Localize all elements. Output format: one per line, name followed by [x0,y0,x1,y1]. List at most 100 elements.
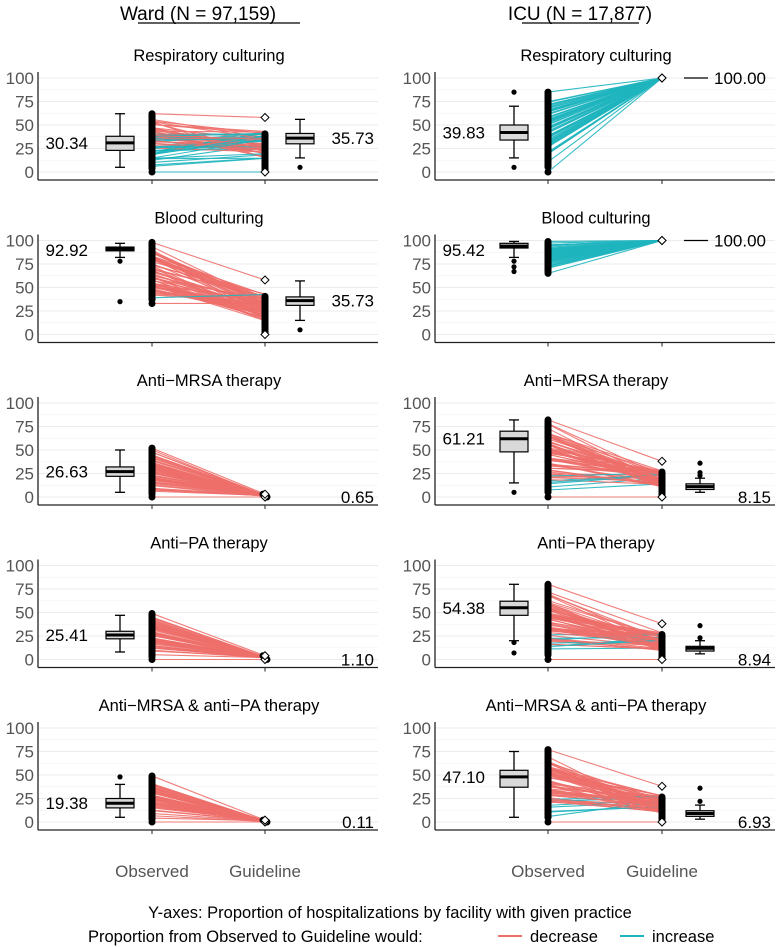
slope-line [151,153,266,159]
slope-line [547,801,663,807]
y-tick-label: 100 [6,69,34,88]
guideline-mean-label: 6.93 [738,813,771,832]
slope-line [547,239,663,274]
observed-point [148,299,156,307]
y-tick-label: 50 [412,766,431,785]
slope-line [547,471,663,485]
slope-line [151,463,266,496]
y-tick-label: 0 [25,163,34,182]
y-tick-label: 50 [15,766,34,785]
panel-title: Anti−MRSA therapy [137,372,282,390]
observed-point [544,237,552,245]
y-tick-label: 0 [422,163,431,182]
slope-line [547,622,663,647]
slope-line [151,459,266,496]
panel-title: Blood culturing [154,210,263,228]
column-title-icu: ICU (N = 17,877) [508,4,652,25]
y-tick-label: 100 [6,557,34,576]
slope-line [151,488,266,497]
observed-boxplot-outlier [117,299,123,305]
slope-line [151,616,266,658]
observed-point [148,609,156,617]
slope-line [151,113,266,119]
guideline-mean-label: 0.65 [341,488,374,507]
slope-line [547,239,663,258]
slope-line [151,481,266,496]
y-tick-label: 75 [15,580,34,599]
guideline-mean-label: 100.00 [714,232,766,251]
slope-line [151,469,266,496]
slope-line [151,612,266,657]
panel-title: Anti−MRSA & anti−PA therapy [486,697,707,715]
panel: Anti−PA therapy 0 25 50 75 100 54.38 8.94 [403,535,775,672]
observed-mean-label: 30.34 [45,134,88,153]
guideline-point-diamond [657,235,667,246]
slope-line [151,157,266,166]
y-tick-label: 25 [412,790,431,809]
slope-line [151,293,266,299]
slope-line [547,239,663,250]
observed-mean-label: 54.38 [442,599,485,618]
slope-line [547,77,663,113]
slope-line [547,77,663,93]
slope-line [547,766,663,810]
observed-point [544,88,552,96]
observed-point [544,580,552,588]
slope-line [151,787,266,822]
slope-line [547,774,663,810]
y-tick-label: 25 [15,140,34,159]
slope-line [151,775,266,821]
guideline-point-diamond [260,112,270,123]
panel-title: Blood culturing [541,210,650,228]
y-tick-label: 25 [412,302,431,321]
panel-title: Anti−MRSA & anti−PA therapy [99,697,320,715]
panel: Anti−MRSA therapy 0 25 50 75 100 61.21 8.15 [403,372,775,509]
y-axis-caption: Y-axes: Proportion of hospitalizations b… [148,904,632,922]
observed-boxplot-outlier [511,489,517,495]
slope-line [547,591,663,634]
slope-line [547,458,663,481]
observed-boxplot-outlier [117,258,123,264]
slope-line [547,583,663,625]
panel-title: Respiratory culturing [520,47,671,65]
y-tick-label: 0 [25,488,34,507]
panel: Anti−MRSA & anti−PA therapy 0 25 50 75 100 47.… [403,697,775,834]
y-tick-label: 0 [422,326,431,345]
slope-line [151,447,266,495]
slope-line [151,241,266,281]
observed-mean-label: 26.63 [45,463,88,482]
guideline-point-diamond [260,815,270,825]
observed-point [148,444,156,452]
slope-line [151,291,266,307]
slope-line [547,436,663,480]
guideline-mean-label: 1.10 [341,651,374,670]
slope-line [547,760,663,811]
panel: Anti−MRSA & anti−PA therapy 0 25 50 75 100 19.… [6,697,378,834]
slope-line [547,77,663,129]
slope-line [547,483,663,491]
panel: Anti−MRSA therapy 0 25 50 75 100 26.63 0.65 [6,372,378,509]
observed-point [544,168,552,176]
guideline-point-diamond [260,275,270,285]
y-tick-label: 75 [15,255,34,274]
x-tick-guideline-icu: Guideline [626,862,698,881]
guideline-boxplot-outlier [697,785,703,791]
slope-line [547,77,663,106]
observed-point [148,493,156,501]
y-tick-label: 0 [422,488,431,507]
slope-line [547,451,663,480]
panel: Anti−PA therapy 0 25 50 75 100 25.41 1.10 [6,535,378,672]
observed-mean-label: 95.42 [442,241,485,260]
slope-line [547,77,663,173]
y-tick-label: 0 [422,813,431,832]
panel: Blood culturing 0 25 50 75 100 95.42 100.00 [403,210,775,347]
guideline-point-diamond [260,329,270,340]
observed-point [148,656,156,663]
y-tick-label: 100 [6,232,34,251]
slope-line [547,749,663,787]
observed-point [148,238,156,246]
y-tick-label: 75 [412,418,431,437]
slope-line [151,449,266,497]
y-tick-label: 25 [15,465,34,484]
